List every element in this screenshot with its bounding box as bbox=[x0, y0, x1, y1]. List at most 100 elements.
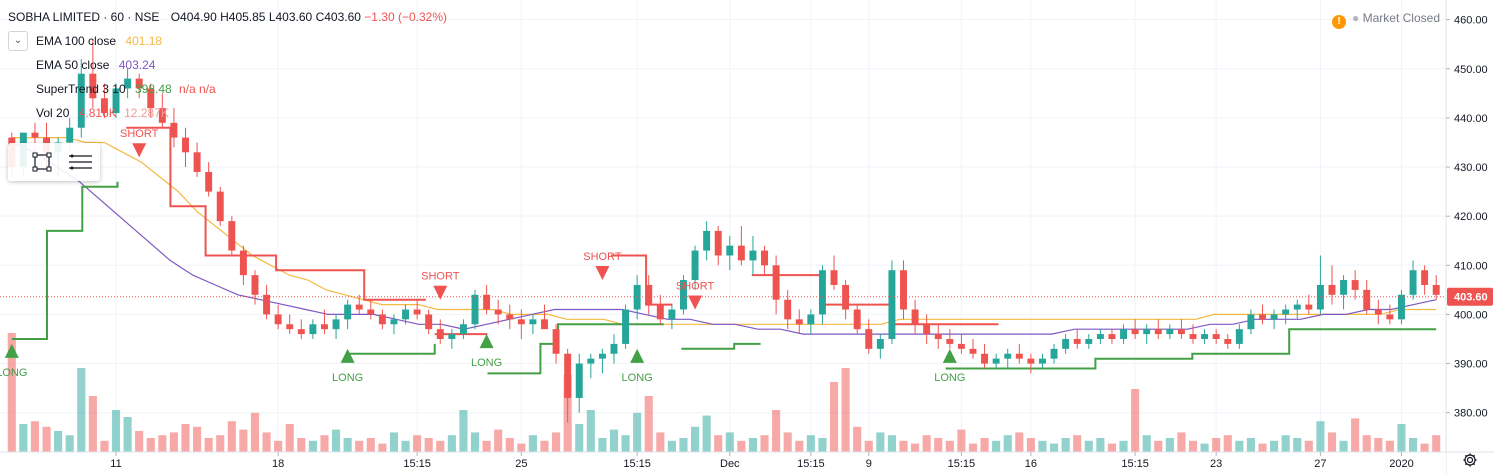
time-tick-label: 27 bbox=[1314, 458, 1326, 470]
volume-bar bbox=[679, 438, 688, 452]
candle-body bbox=[737, 245, 745, 261]
time-tick-label: 23 bbox=[1210, 458, 1222, 470]
volume-label: Vol 20 bbox=[36, 106, 70, 120]
supertrend-value: 398.48 bbox=[134, 82, 172, 96]
volume-bar bbox=[1339, 440, 1348, 452]
volume-bar bbox=[1304, 440, 1313, 452]
chevron-down-icon[interactable]: ⌄ bbox=[8, 31, 28, 51]
candle-body bbox=[1166, 329, 1174, 335]
volume-bar bbox=[297, 438, 306, 452]
candle-body bbox=[517, 319, 525, 325]
candle-body bbox=[1085, 339, 1093, 344]
price-tick-label: 460.00 bbox=[1454, 15, 1488, 27]
candle-body bbox=[1235, 329, 1243, 344]
long-signal-arrow bbox=[630, 348, 645, 363]
rectangle-tool-icon[interactable] bbox=[28, 148, 56, 176]
candle-body bbox=[934, 334, 942, 339]
volume-bar bbox=[1015, 432, 1024, 452]
volume-legend[interactable]: Vol 20 4.816K 12.287K bbox=[36, 106, 169, 120]
volume-bar bbox=[1420, 443, 1429, 452]
volume-bar bbox=[690, 426, 700, 452]
volume-bar bbox=[876, 432, 885, 452]
market-status[interactable]: ! ● Market Closed bbox=[1332, 11, 1440, 29]
menu-lines-icon[interactable] bbox=[66, 148, 94, 176]
short-signal-label: SHORT bbox=[583, 251, 622, 263]
volume-bar bbox=[598, 438, 607, 452]
candle-body bbox=[1374, 309, 1382, 315]
candle-body bbox=[714, 230, 722, 256]
candle-body bbox=[205, 171, 213, 192]
long-signal-label: LONG bbox=[332, 372, 363, 384]
candle-body bbox=[31, 132, 39, 138]
price-axis-bg bbox=[1446, 0, 1494, 474]
price-tick-label: 420.00 bbox=[1454, 211, 1488, 223]
candle-body bbox=[876, 339, 884, 349]
time-tick-label: 15:15 bbox=[1121, 458, 1149, 470]
volume-bar bbox=[795, 440, 804, 452]
candle-body bbox=[1027, 358, 1035, 364]
volume-bar bbox=[436, 440, 445, 452]
long-signal-label: LONG bbox=[0, 367, 27, 379]
volume-bar bbox=[227, 421, 236, 452]
volume-bar bbox=[992, 440, 1001, 452]
volume-bar bbox=[239, 429, 248, 452]
candle-body bbox=[1004, 353, 1012, 359]
candle-body bbox=[668, 309, 676, 320]
symbol-title[interactable]: SOBHA LIMITED · 60 · NSE bbox=[8, 10, 160, 24]
price-tick-label: 400.00 bbox=[1454, 309, 1488, 321]
time-tick-label: 15:15 bbox=[623, 458, 651, 470]
candle-body bbox=[842, 284, 850, 310]
volume-bar bbox=[714, 435, 723, 452]
candle-body bbox=[1073, 339, 1081, 344]
volume-bar bbox=[945, 440, 954, 452]
volume-bar bbox=[401, 440, 410, 452]
candle-body bbox=[1363, 289, 1371, 310]
candle-body bbox=[1224, 339, 1232, 344]
candle-body bbox=[170, 122, 178, 138]
volume-bar bbox=[1061, 438, 1070, 452]
time-tick-label: 2020 bbox=[1389, 458, 1413, 470]
candle-body bbox=[251, 275, 259, 295]
volume-bar bbox=[54, 431, 63, 452]
volume-bar bbox=[737, 440, 746, 452]
volume-bar bbox=[447, 435, 456, 452]
candle-body bbox=[946, 339, 954, 344]
supertrend-legend[interactable]: SuperTrend 3 10 398.48 n/a n/a bbox=[36, 82, 216, 96]
long-signal-label: LONG bbox=[622, 372, 653, 384]
market-status-text: Market Closed bbox=[1362, 11, 1440, 25]
gear-icon[interactable] bbox=[1462, 452, 1478, 468]
ema50-legend[interactable]: EMA 50 close 403.24 bbox=[36, 58, 155, 72]
drawing-toolbox bbox=[8, 143, 100, 181]
time-tick-label: 18 bbox=[272, 458, 284, 470]
supertrend-up-line bbox=[681, 342, 761, 350]
candle-body bbox=[483, 294, 491, 310]
supertrend-down-line bbox=[610, 254, 673, 306]
volume-bar bbox=[818, 438, 827, 452]
volume-bar bbox=[980, 438, 989, 452]
volume-bar bbox=[343, 438, 352, 452]
candle-body bbox=[1259, 314, 1266, 320]
volume-bar bbox=[470, 432, 480, 452]
candle-body bbox=[1154, 329, 1162, 335]
supertrend-up-line bbox=[346, 343, 436, 355]
volume-bar bbox=[528, 435, 537, 452]
volume-bar bbox=[702, 415, 711, 452]
candle-body bbox=[124, 78, 132, 89]
volume-bar bbox=[88, 396, 97, 452]
alert-icon: ! bbox=[1332, 15, 1347, 29]
volume-bar bbox=[1397, 424, 1406, 452]
volume-bar bbox=[1281, 435, 1290, 452]
volume-bar bbox=[748, 438, 758, 452]
volume-bar bbox=[216, 435, 225, 452]
volume-bar bbox=[853, 426, 862, 452]
candle-body bbox=[981, 353, 989, 364]
candle-body bbox=[830, 270, 838, 285]
volume-bar bbox=[586, 410, 595, 452]
ema100-legend[interactable]: EMA 100 close 401.18 bbox=[36, 34, 162, 48]
volume-bar bbox=[366, 438, 375, 452]
volume-bar bbox=[968, 443, 978, 452]
candle-body bbox=[761, 250, 769, 266]
volume-bar bbox=[841, 368, 850, 452]
change-value: −1.30 (−0.32%) bbox=[364, 10, 448, 24]
